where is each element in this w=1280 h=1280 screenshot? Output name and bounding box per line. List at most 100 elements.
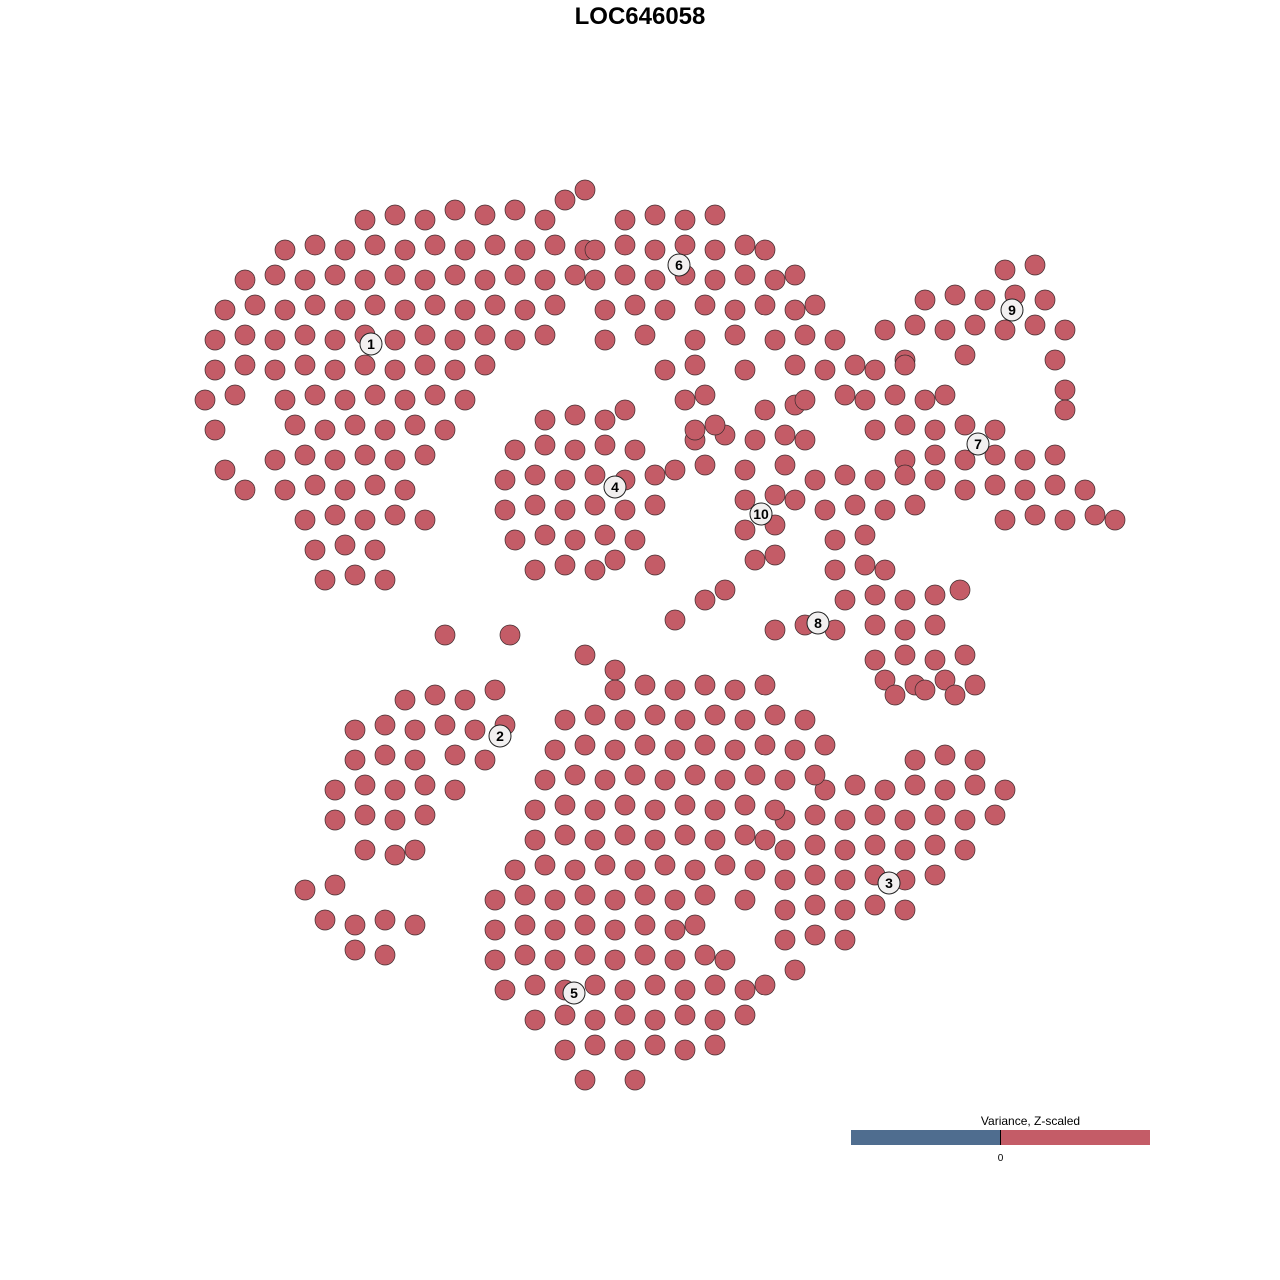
data-point <box>694 884 716 906</box>
data-point <box>314 569 336 591</box>
data-point <box>724 679 746 701</box>
data-point <box>644 1034 666 1056</box>
data-point <box>544 739 566 761</box>
data-point <box>704 204 726 226</box>
data-point <box>864 359 886 381</box>
data-point <box>874 669 896 691</box>
data-point <box>414 209 436 231</box>
data-point <box>594 299 616 321</box>
data-point <box>604 889 626 911</box>
data-point <box>354 804 376 826</box>
data-point <box>804 764 826 786</box>
data-point <box>864 894 886 916</box>
data-point <box>804 924 826 946</box>
data-point <box>624 439 646 461</box>
data-point <box>204 329 226 351</box>
data-point <box>784 299 806 321</box>
cluster-label-badge <box>488 724 512 748</box>
data-point <box>524 974 546 996</box>
data-point <box>414 269 436 291</box>
data-point <box>634 944 656 966</box>
data-point <box>544 949 566 971</box>
data-point <box>784 264 806 286</box>
data-point <box>654 359 676 381</box>
data-point <box>874 499 896 521</box>
data-point <box>614 709 636 731</box>
data-point <box>894 414 916 436</box>
data-point <box>554 709 576 731</box>
data-point <box>334 479 356 501</box>
data-point <box>374 714 396 736</box>
data-point <box>474 269 496 291</box>
data-point <box>524 1009 546 1031</box>
data-point <box>274 239 296 261</box>
data-point <box>894 589 916 611</box>
data-point <box>934 744 956 766</box>
data-point <box>634 914 656 936</box>
cluster-label-badge <box>966 432 990 456</box>
data-point <box>904 774 926 796</box>
data-point <box>614 979 636 1001</box>
data-point <box>644 239 666 261</box>
data-point <box>834 809 856 831</box>
data-point <box>594 854 616 876</box>
data-point <box>704 704 726 726</box>
data-point <box>674 979 696 1001</box>
data-point <box>914 679 936 701</box>
data-point <box>374 909 396 931</box>
data-point <box>554 824 576 846</box>
cluster-label-2: 2 <box>488 724 512 748</box>
data-point <box>464 719 486 741</box>
data-point <box>444 779 466 801</box>
data-point <box>374 944 396 966</box>
data-point <box>194 389 216 411</box>
data-point <box>594 329 616 351</box>
data-point <box>504 264 526 286</box>
data-point <box>894 644 916 666</box>
data-point <box>824 559 846 581</box>
data-point <box>754 829 776 851</box>
legend-zero-tick <box>1000 1130 1001 1145</box>
cluster-label-text: 10 <box>753 506 769 522</box>
data-point <box>304 294 326 316</box>
data-point <box>844 774 866 796</box>
data-point <box>754 294 776 316</box>
data-point <box>924 834 946 856</box>
data-point <box>884 384 906 406</box>
cluster-label-badge <box>603 475 627 499</box>
data-point <box>774 769 796 791</box>
data-point <box>534 769 556 791</box>
data-point <box>674 1039 696 1061</box>
data-point <box>614 234 636 256</box>
data-point <box>644 494 666 516</box>
data-point <box>454 299 476 321</box>
data-point <box>294 354 316 376</box>
cluster-label-6: 6 <box>667 253 691 277</box>
data-point <box>764 799 786 821</box>
data-point <box>564 529 586 551</box>
data-point <box>534 269 556 291</box>
cluster-label-5: 5 <box>562 981 586 1005</box>
data-point <box>1044 474 1066 496</box>
data-point <box>874 319 896 341</box>
data-point <box>754 674 776 696</box>
data-point <box>1054 319 1076 341</box>
data-point <box>694 589 716 611</box>
data-point <box>574 914 596 936</box>
data-point <box>314 419 336 441</box>
data-point <box>384 359 406 381</box>
data-point <box>474 354 496 376</box>
data-point <box>614 499 636 521</box>
data-point <box>924 444 946 466</box>
data-point <box>954 449 976 471</box>
data-point <box>924 804 946 826</box>
data-point <box>444 199 466 221</box>
data-point <box>614 209 636 231</box>
data-point <box>894 839 916 861</box>
data-point <box>984 419 1006 441</box>
data-point <box>654 854 676 876</box>
data-point <box>744 764 766 786</box>
data-point <box>334 299 356 321</box>
data-point <box>594 434 616 456</box>
